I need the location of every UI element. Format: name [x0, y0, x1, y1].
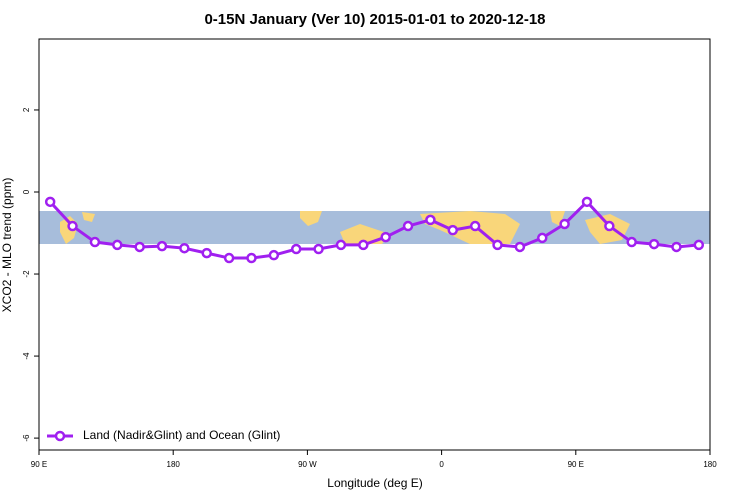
- marker: [581, 196, 593, 208]
- y-tick-label: 2: [22, 107, 31, 112]
- y-tick-label: -2: [22, 270, 31, 278]
- marker: [290, 243, 302, 255]
- marker: [559, 218, 570, 230]
- marker: [268, 249, 280, 261]
- marker: [67, 220, 78, 232]
- marker: [358, 239, 369, 251]
- marker: [179, 242, 190, 254]
- marker: [156, 240, 168, 252]
- marker: [693, 239, 705, 251]
- marker: [112, 239, 123, 251]
- marker: [648, 238, 660, 250]
- legend-marker: [54, 430, 66, 442]
- marker: [626, 236, 637, 248]
- marker: [402, 220, 414, 232]
- marker: [537, 232, 548, 244]
- x-tick-label: 180: [167, 460, 181, 469]
- x-tick-label: 90 E: [568, 460, 584, 469]
- x-tick-label: 180: [703, 460, 717, 469]
- marker: [201, 247, 212, 259]
- marker: [335, 239, 347, 251]
- x-tick-label: 90 E: [31, 460, 47, 469]
- y-tick-label: -4: [22, 352, 31, 360]
- marker: [44, 196, 56, 208]
- legend-label: Land (Nadir&Glint) and Ocean (Glint): [83, 428, 280, 442]
- marker: [447, 224, 459, 236]
- marker: [671, 241, 682, 253]
- y-tick-label: -6: [22, 434, 31, 442]
- y-axis-label: XCO2 - MLO trend (ppm): [0, 178, 14, 313]
- marker: [425, 214, 436, 226]
- marker: [492, 239, 503, 251]
- chart-title: 0-15N January (Ver 10) 2015-01-01 to 202…: [204, 11, 545, 28]
- x-tick-label: 0: [439, 460, 444, 469]
- y-tick-label: 0: [22, 189, 31, 194]
- marker: [469, 220, 481, 232]
- marker: [514, 241, 526, 253]
- marker: [604, 220, 615, 232]
- marker: [223, 252, 235, 264]
- x-tick-label: 90 W: [298, 460, 317, 469]
- x-axis-label: Longitude (deg E): [327, 476, 422, 490]
- marker: [89, 236, 101, 248]
- marker: [380, 231, 391, 243]
- marker: [246, 252, 257, 264]
- plot-frame: [38, 38, 711, 451]
- marker: [313, 243, 324, 255]
- marker: [134, 241, 145, 253]
